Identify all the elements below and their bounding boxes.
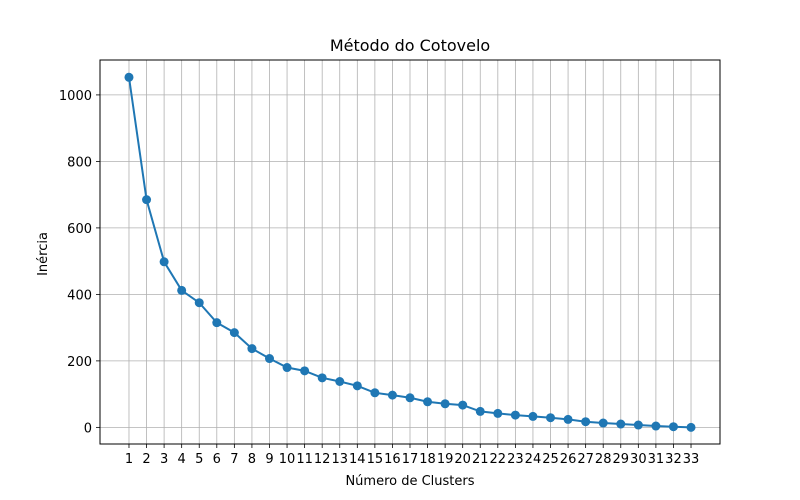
x-tick-label: 18 <box>419 452 436 467</box>
data-point <box>317 373 327 383</box>
data-point <box>440 399 450 409</box>
x-tick-label: 19 <box>437 452 454 467</box>
grid <box>100 60 720 444</box>
x-tick-label: 24 <box>525 452 542 467</box>
x-tick-label: 16 <box>384 452 401 467</box>
data-point <box>475 406 485 416</box>
x-tick-label: 23 <box>507 452 524 467</box>
y-tick-label: 200 <box>67 355 92 370</box>
x-tick-label: 11 <box>296 452 313 467</box>
y-tick-label: 800 <box>67 155 92 170</box>
y-tick-label: 1000 <box>59 89 92 104</box>
data-point <box>581 417 591 427</box>
x-tick-label: 29 <box>612 452 629 467</box>
data-point <box>546 413 556 423</box>
data-point <box>668 422 678 432</box>
x-axis-ticks: 1 2 3 4 5 6 7 8 9 10 11 12 13 14 15 16 17 18 19 20 21 22 23 24 2… <box>125 444 699 467</box>
x-tick-label: 30 <box>630 452 647 467</box>
data-point <box>142 195 152 205</box>
x-tick-label: 3 <box>160 452 168 467</box>
data-point <box>264 354 274 364</box>
data-point <box>335 376 345 386</box>
data-point <box>159 257 169 267</box>
x-tick-label: 15 <box>367 452 384 467</box>
chart-title: Método do Cotovelo <box>330 36 490 55</box>
data-points <box>124 72 696 432</box>
data-point <box>686 422 696 432</box>
y-tick-label: 400 <box>67 288 92 303</box>
data-point <box>387 390 397 400</box>
x-tick-label: 33 <box>683 452 700 467</box>
data-point <box>528 411 538 421</box>
data-point <box>563 414 573 424</box>
y-tick-label: 0 <box>84 421 92 436</box>
data-point <box>493 408 503 418</box>
data-point <box>405 393 415 403</box>
data-point <box>282 363 292 373</box>
x-tick-label: 14 <box>349 452 366 467</box>
x-tick-label: 20 <box>454 452 471 467</box>
x-tick-label: 9 <box>265 452 273 467</box>
data-point <box>212 318 222 328</box>
x-axis-title: Número de Clusters <box>345 474 474 489</box>
x-tick-label: 4 <box>178 452 186 467</box>
x-tick-label: 28 <box>595 452 612 467</box>
data-point <box>124 72 134 82</box>
y-axis-title: Inércia <box>36 232 51 276</box>
y-axis-ticks: 0 200 400 600 800 1000 <box>59 89 100 436</box>
x-tick-label: 10 <box>279 452 296 467</box>
x-tick-label: 27 <box>577 452 594 467</box>
x-tick-label: 1 <box>125 452 133 467</box>
data-point <box>651 421 661 431</box>
data-point <box>423 397 433 407</box>
y-tick-label: 600 <box>67 222 92 237</box>
data-point <box>247 344 257 354</box>
x-tick-label: 26 <box>560 452 577 467</box>
data-point <box>458 400 468 410</box>
x-tick-label: 5 <box>195 452 203 467</box>
data-point <box>370 388 380 398</box>
data-point <box>229 328 239 338</box>
data-point <box>598 418 608 428</box>
data-point <box>194 298 204 308</box>
x-tick-label: 31 <box>648 452 665 467</box>
x-tick-label: 25 <box>542 452 559 467</box>
x-tick-label: 22 <box>490 452 507 467</box>
x-tick-label: 13 <box>331 452 348 467</box>
data-point <box>300 366 310 376</box>
x-tick-label: 2 <box>142 452 150 467</box>
data-point <box>510 410 520 420</box>
x-tick-label: 12 <box>314 452 331 467</box>
data-point <box>633 420 643 430</box>
data-point <box>352 381 362 391</box>
x-tick-label: 6 <box>213 452 221 467</box>
data-point <box>616 419 626 429</box>
x-tick-label: 8 <box>248 452 256 467</box>
x-tick-label: 17 <box>402 452 419 467</box>
x-tick-label: 7 <box>230 452 238 467</box>
data-point <box>177 285 187 295</box>
x-tick-label: 32 <box>665 452 682 467</box>
x-tick-label: 21 <box>472 452 489 467</box>
